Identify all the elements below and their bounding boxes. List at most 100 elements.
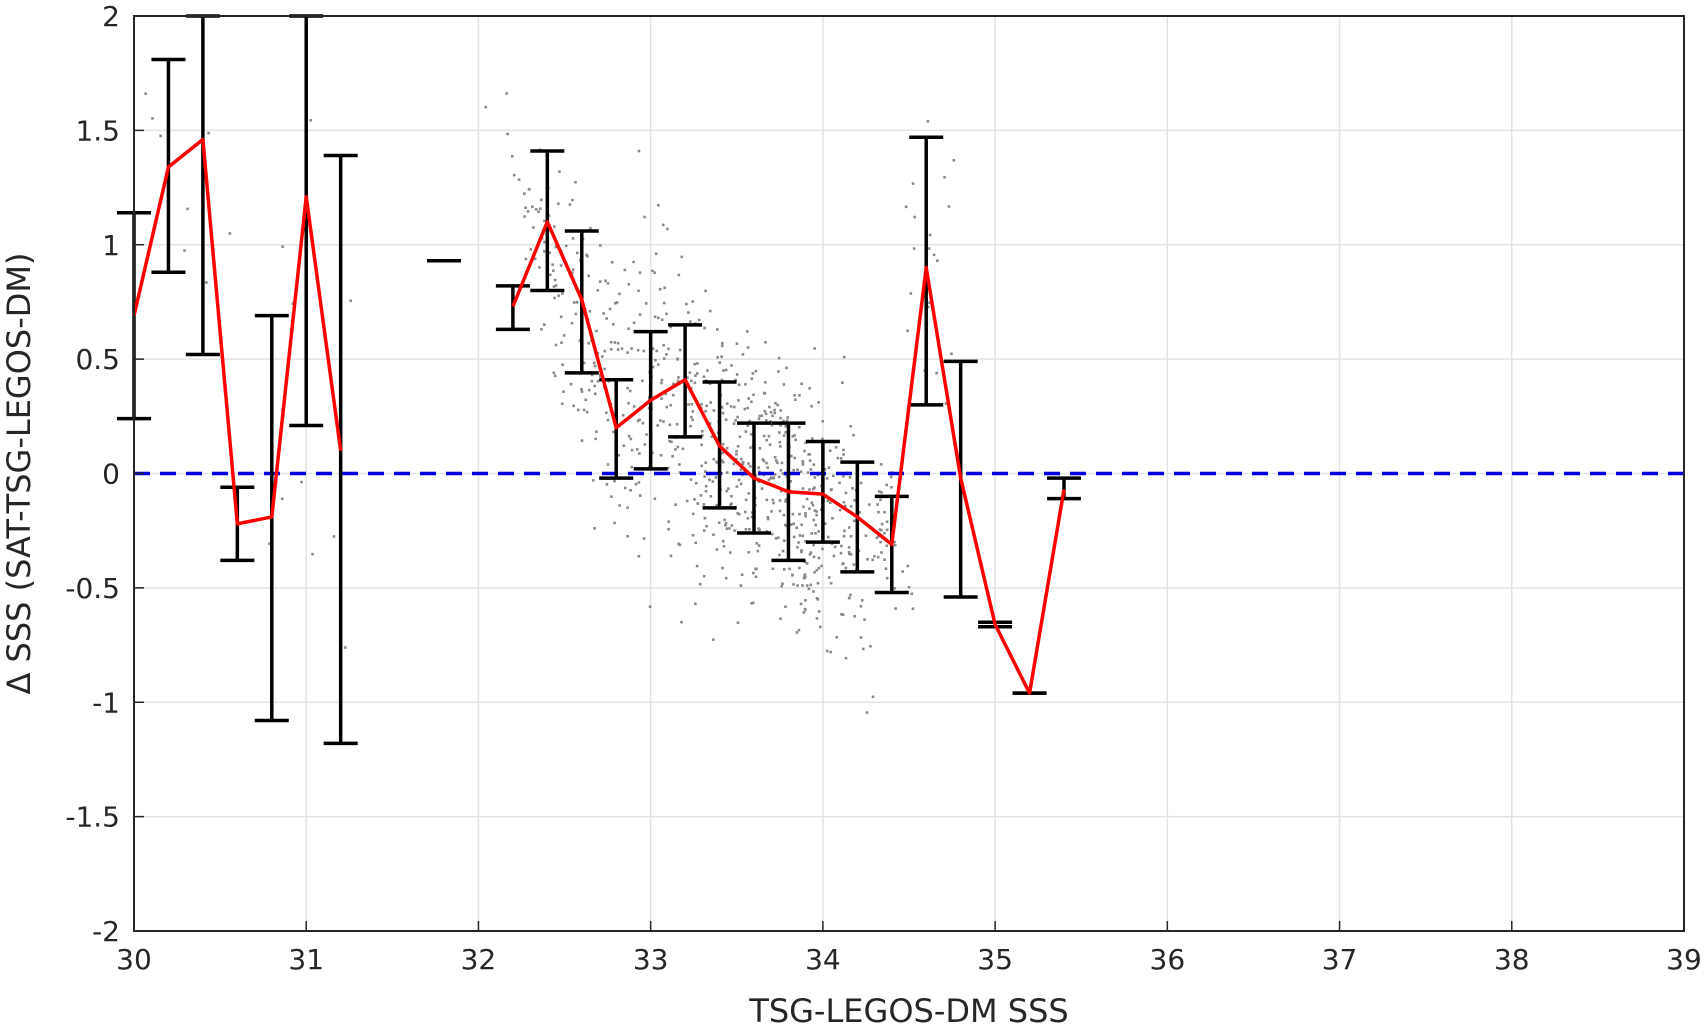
x-tick-labels: 30 31 32 33 34 35 36 37 38 39 — [116, 921, 1702, 976]
scatter-point — [758, 447, 762, 450]
error-bar — [495, 284, 530, 332]
scatter-point — [534, 208, 538, 211]
scatter-point — [728, 551, 732, 554]
scatter-point — [677, 376, 680, 379]
scatter-point — [576, 408, 580, 412]
scatter-point — [744, 498, 748, 502]
scatter-point — [821, 547, 824, 551]
scatter-point — [774, 537, 778, 540]
scatter-point — [669, 554, 673, 558]
scatter-point — [844, 656, 848, 660]
scatter-point — [809, 551, 813, 554]
scatter-point — [835, 635, 839, 639]
scatter-point — [595, 430, 598, 434]
scatter-point — [693, 381, 697, 385]
scatter-point — [590, 373, 594, 377]
scatter-point — [604, 279, 607, 283]
scatter-point — [735, 485, 739, 488]
scatter-point — [890, 485, 893, 489]
scatter-point — [605, 483, 609, 486]
scatter-point — [724, 576, 728, 580]
scatter-point — [727, 487, 730, 490]
scatter-point — [861, 647, 865, 651]
scatter-point — [627, 282, 631, 286]
scatter-point — [808, 488, 811, 491]
scatter-point — [708, 478, 711, 482]
scatter-point — [725, 489, 729, 493]
scatter-point — [808, 552, 812, 556]
scatter-point — [747, 492, 751, 495]
scatter-point — [281, 245, 284, 248]
scatter-point — [561, 363, 564, 367]
scatter-point — [757, 544, 761, 547]
scatter-point — [662, 344, 665, 347]
scatter-point — [533, 257, 537, 261]
scatter-point — [207, 131, 210, 135]
scatter-point — [524, 206, 527, 210]
x-tick-label: 31 — [288, 943, 324, 976]
scatter-point — [812, 590, 815, 593]
scatter-point — [553, 278, 557, 282]
scatter-point — [559, 315, 563, 319]
scatter-point — [526, 210, 530, 213]
scatter-point — [736, 444, 740, 448]
scatter-point — [568, 203, 572, 206]
scatter-point — [770, 532, 774, 536]
scatter-point — [809, 583, 813, 587]
scatter-point — [706, 369, 709, 372]
scatter-point — [906, 564, 910, 568]
scatter-point — [664, 392, 668, 396]
scatter-point — [548, 273, 552, 277]
scatter-point — [667, 520, 670, 523]
scatter-point — [798, 512, 801, 516]
scatter-point — [932, 253, 936, 257]
scatter-point — [723, 518, 726, 522]
scatter-point — [849, 534, 853, 538]
scatter-point — [644, 302, 648, 305]
scatter-point — [849, 424, 853, 428]
scatter-point — [784, 523, 787, 527]
scatter-point — [572, 404, 575, 408]
scatter-point — [765, 498, 769, 502]
scatter-point — [800, 523, 803, 526]
scatter-point — [746, 406, 750, 410]
scatter-point — [724, 524, 727, 527]
scatter-point — [782, 513, 786, 517]
scatter-point — [784, 500, 787, 503]
scatter-point — [552, 269, 555, 273]
scatter-point — [782, 434, 786, 437]
scatter-point — [741, 353, 745, 356]
scatter-point — [510, 154, 514, 158]
scatter-point — [813, 347, 816, 350]
scatter-point — [829, 650, 832, 654]
x-tick-label: 35 — [977, 943, 1013, 976]
scatter-point — [523, 215, 526, 218]
scatter-point — [703, 326, 706, 330]
scatter-point — [749, 446, 752, 449]
scatter-point — [603, 367, 606, 371]
scatter-point — [716, 328, 719, 331]
scatter-point — [704, 289, 707, 293]
y-tick-label: 2 — [102, 0, 120, 33]
scatter-point — [773, 456, 777, 459]
scatter-point — [801, 460, 805, 463]
scatter-point — [186, 207, 189, 211]
scatter-point — [701, 429, 704, 433]
scatter-point — [693, 498, 696, 501]
scatter-point — [859, 481, 863, 485]
scatter-point — [668, 423, 672, 427]
scatter-point — [609, 348, 613, 351]
scatter-point — [880, 522, 884, 526]
scatter-point — [877, 510, 880, 514]
scatter-point — [705, 404, 708, 408]
scatter-point — [910, 592, 914, 596]
scatter-point — [843, 529, 846, 533]
scatter-point — [585, 410, 589, 414]
scatter-point — [709, 401, 713, 404]
scatter-point — [730, 364, 733, 367]
scatter-point — [735, 373, 739, 376]
scatter-point — [653, 271, 657, 275]
scatter-point — [505, 92, 508, 95]
scatter-point — [842, 562, 845, 565]
scatter-point — [542, 323, 546, 326]
